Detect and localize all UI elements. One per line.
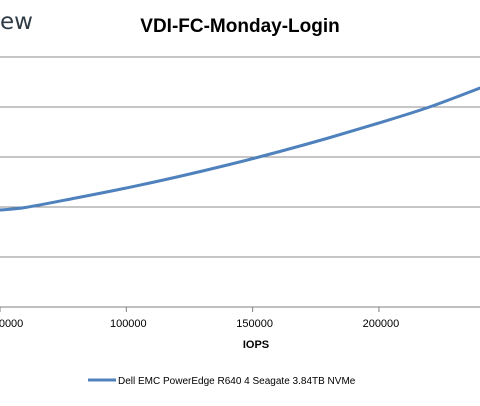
brand-logo-text: ew <box>0 9 33 35</box>
series-group <box>0 86 480 212</box>
chart-title: VDI-FC-Monday-Login <box>140 16 339 37</box>
x-tick-label: 200000 <box>363 318 400 330</box>
x-axis-ticks: 00000 100000 150000 200000 <box>0 307 399 330</box>
x-tick-label: 150000 <box>236 318 273 330</box>
legend: Dell EMC PowerEdge R640 4 Seagate 3.84TB… <box>88 376 356 387</box>
x-tick-label: 100000 <box>110 318 147 330</box>
gridlines <box>0 56 480 258</box>
legend-label: Dell EMC PowerEdge R640 4 Seagate 3.84TB… <box>118 376 356 387</box>
series-line <box>0 86 480 212</box>
x-axis-label: IOPS <box>243 339 269 351</box>
x-tick-label: 00000 <box>0 318 23 330</box>
